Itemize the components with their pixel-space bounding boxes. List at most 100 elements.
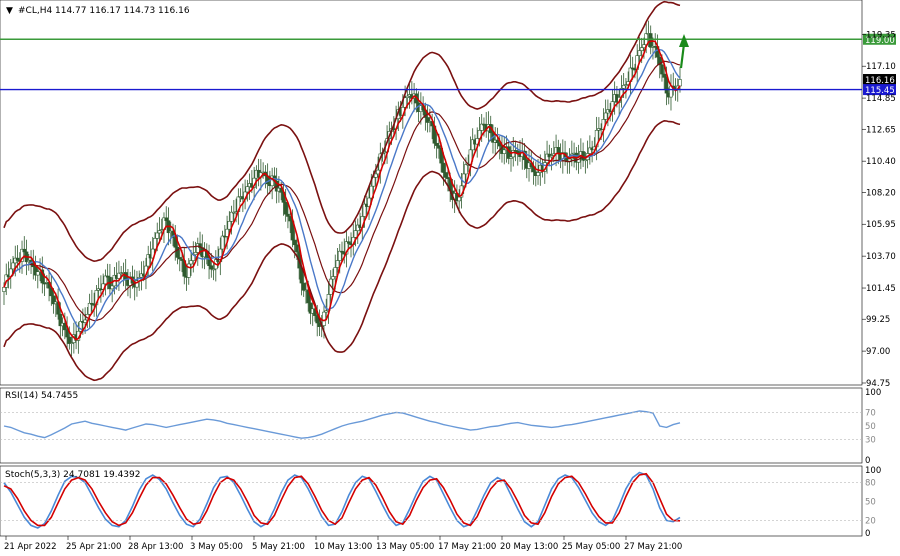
- price-series: [2, 0, 682, 382]
- candle-body: [177, 257, 182, 260]
- candle-body: [33, 266, 38, 276]
- candle-body: [15, 257, 20, 261]
- rsi-y-tick-label: 0: [865, 456, 870, 466]
- candle-body: [186, 263, 191, 278]
- candle-body: [662, 73, 667, 78]
- x-tick-label: 27 May 21:00: [624, 542, 682, 552]
- candle-body: [209, 265, 214, 270]
- candle-body: [515, 150, 520, 153]
- candle-body: [175, 246, 180, 258]
- candle-body: [220, 235, 225, 250]
- candle-body: [227, 221, 232, 230]
- candle-body: [63, 322, 67, 331]
- candle-body: [225, 228, 229, 237]
- candle-body: [470, 139, 475, 151]
- candle-body: [83, 319, 87, 323]
- candle-body: [344, 241, 349, 255]
- candle-body: [11, 262, 15, 270]
- candle-body: [556, 147, 561, 153]
- y-tick-label: 114.85: [866, 94, 896, 104]
- y-tick-label: 97.00: [866, 347, 890, 357]
- candle-body: [229, 211, 234, 222]
- price-tag-label: 115.45: [865, 86, 895, 96]
- stoch-title: Stoch(5,3,3) 24.7081 19.4392: [5, 470, 140, 480]
- candle-body: [621, 84, 626, 89]
- y-tick-label: 94.75: [866, 379, 890, 389]
- candle-body: [35, 271, 40, 276]
- candle-body: [292, 239, 297, 246]
- x-tick-label: 5 May 21:00: [252, 542, 305, 552]
- dropdown-arrow-icon[interactable]: ▼: [6, 6, 13, 16]
- y-tick-label: 112.65: [866, 125, 896, 135]
- symbol-label: #CL,H4: [18, 6, 52, 16]
- candle-body: [536, 172, 540, 177]
- candle-body: [642, 44, 646, 48]
- bollinger-middle-line: [3, 60, 681, 322]
- ma-fast-line: [3, 40, 681, 341]
- candle-body: [110, 285, 114, 290]
- y-tick-label: 119.35: [866, 30, 896, 40]
- candle-body: [78, 321, 83, 332]
- price-tag-box: [863, 74, 896, 86]
- candle-body: [171, 230, 175, 239]
- candle-body: [211, 268, 216, 271]
- candle-body: [103, 275, 108, 285]
- candle-body: [446, 177, 450, 180]
- candle-body: [624, 84, 628, 86]
- candle-body: [678, 79, 682, 87]
- rsi-y-tick-label: 30: [865, 436, 876, 446]
- candle-body: [660, 64, 664, 75]
- candle-body: [549, 155, 554, 158]
- stoch-main-line: [3, 471, 681, 529]
- candle-body: [51, 295, 56, 305]
- bollinger-upper-line: [3, 0, 681, 263]
- rsi-y-tick-label: 70: [865, 408, 876, 418]
- candle-body: [362, 203, 367, 217]
- stoch-series: [3, 471, 681, 529]
- candle-body: [324, 310, 329, 313]
- ohlc-label: 114.77 116.17 114.73 116.16: [55, 6, 190, 16]
- candle-body: [69, 342, 74, 344]
- price-tag-label: 119.00: [865, 36, 895, 46]
- candle-body: [87, 302, 92, 315]
- candle-body: [369, 185, 374, 199]
- candle-body: [335, 260, 340, 268]
- rsi-series: [3, 410, 681, 439]
- rsi-title: RSI(14) 54.7455: [5, 391, 78, 401]
- y-tick-label: 108.20: [866, 188, 896, 198]
- price-tag-box: [863, 33, 896, 45]
- candle-body: [502, 149, 507, 154]
- candle-body: [443, 172, 448, 178]
- candle-body: [195, 243, 200, 253]
- x-tick-label: 28 Apr 13:00: [128, 542, 183, 552]
- candle-body: [308, 302, 313, 314]
- candle-body: [479, 123, 484, 131]
- candle-body: [371, 177, 376, 187]
- stoch-y-tick-label: 0: [865, 529, 870, 539]
- axes: 119.35 117.10 114.85 112.65 110.40 108.20 105.…: [0, 30, 896, 552]
- candle-body: [333, 267, 338, 277]
- bollinger-lower-line: [3, 119, 681, 382]
- x-tick-label: 25 Apr 21:00: [66, 542, 121, 552]
- candle-body: [164, 217, 169, 221]
- candle-body: [337, 250, 342, 261]
- stoch-y-tick-label: 100: [865, 466, 881, 476]
- candle-body: [373, 173, 378, 178]
- candle-body: [437, 145, 441, 149]
- candle-body: [637, 50, 642, 56]
- candle-body: [2, 287, 6, 292]
- candle-body: [90, 302, 94, 305]
- candle-body: [664, 77, 669, 94]
- stoch-y-tick-label: 20: [865, 516, 876, 526]
- x-tick-label: 13 May 05:00: [376, 542, 434, 552]
- x-tick-label: 21 Apr 2022: [4, 542, 57, 552]
- candle-body: [67, 336, 72, 344]
- candle-body: [245, 186, 250, 193]
- y-tick-label: 103.70: [866, 252, 896, 262]
- candle-body: [283, 202, 288, 215]
- candle-body: [105, 275, 110, 278]
- y-tick-label: 105.95: [866, 220, 896, 230]
- candle-body: [457, 196, 461, 202]
